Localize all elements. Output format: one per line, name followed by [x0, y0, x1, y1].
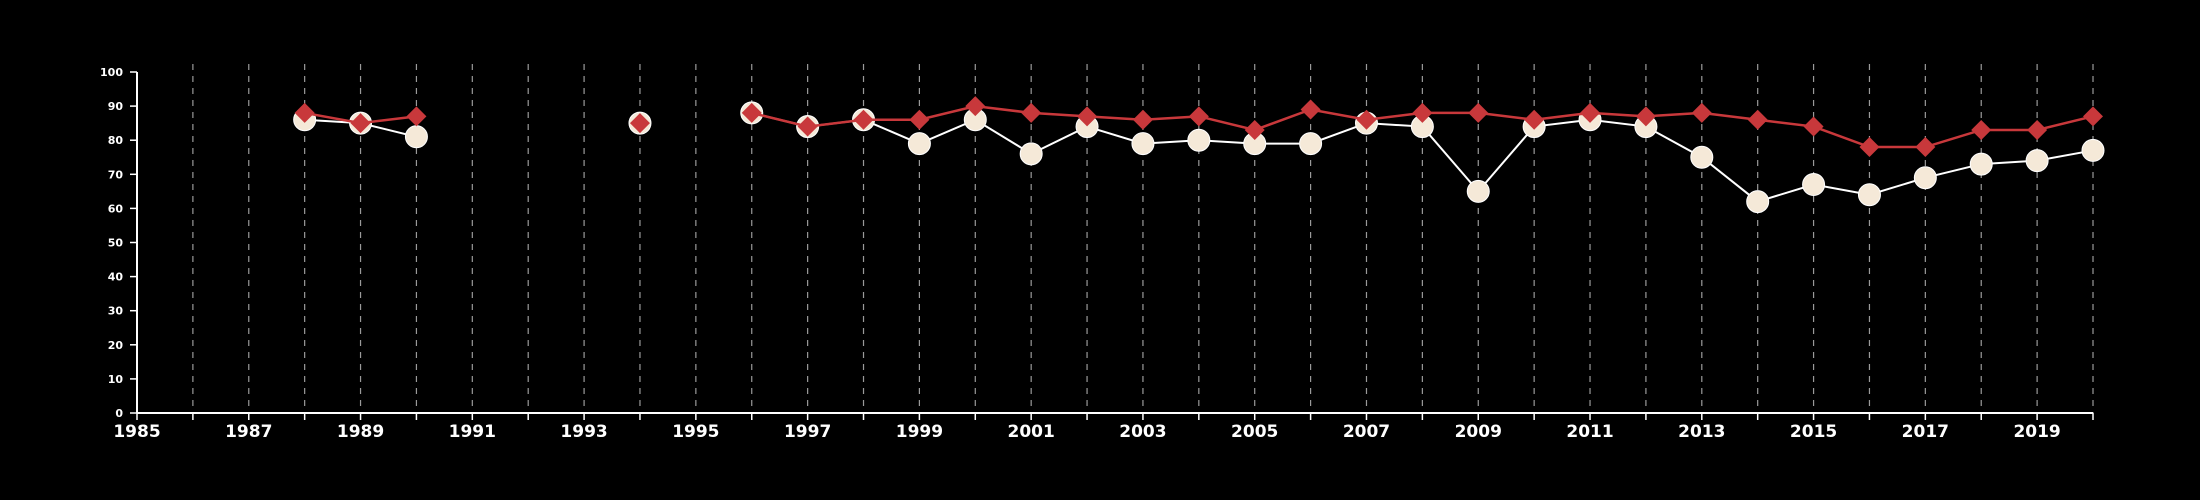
series-b-group [294, 96, 2103, 158]
series-a-point-2004 [1187, 128, 1211, 152]
series-a-point-2014 [1746, 190, 1770, 214]
x-tick-label: 2019 [2013, 422, 2060, 442]
x-tick-label: 2013 [1678, 422, 1725, 442]
x-tick-label: 1993 [560, 422, 607, 442]
series-b-point-2016 [1859, 137, 1880, 158]
series-b-point-2013 [1691, 102, 1712, 123]
series-b-point-1994 [629, 113, 650, 134]
series-a-point-2006 [1299, 132, 1323, 156]
x-tick-label: 2003 [1119, 422, 1166, 442]
series-b-point-2017 [1915, 137, 1936, 158]
series-b-point-1997 [797, 116, 818, 137]
x-tick-label: 2001 [1008, 422, 1055, 442]
x-tick-label: 1999 [896, 422, 943, 442]
y-tick-label: 40 [108, 271, 124, 284]
series-b-point-2020 [2083, 106, 2103, 127]
x-tick-label: 1985 [113, 422, 160, 442]
series-b-point-2019 [2027, 119, 2048, 140]
x-tick-label: 1991 [449, 422, 496, 442]
series-a-point-2015 [1802, 173, 1826, 197]
y-tick-label: 50 [108, 237, 124, 250]
series-b-point-1990 [406, 106, 427, 127]
series-b-point-2012 [1635, 106, 1656, 127]
series-a-point-1999 [907, 132, 931, 156]
x-tick-label: 2015 [1790, 422, 1837, 442]
series-b-point-1999 [909, 109, 930, 130]
series-a-group [293, 101, 2105, 214]
series-b-point-2009 [1468, 102, 1489, 123]
y-tick-label: 100 [100, 66, 123, 79]
series-b-point-2007 [1356, 109, 1377, 130]
x-tick-label: 2011 [1566, 422, 1613, 442]
series-a-point-2009 [1466, 179, 1490, 203]
x-tick-label: 2005 [1231, 422, 1278, 442]
series-group [293, 96, 2105, 214]
x-tick-label: 1987 [225, 422, 272, 442]
series-b-point-2018 [1971, 119, 1992, 140]
series-a-point-2018 [1969, 152, 1993, 176]
y-tick-label: 70 [108, 168, 124, 181]
x-tick-label: 2009 [1455, 422, 1502, 442]
y-tick-label: 10 [108, 373, 124, 386]
series-b-point-2011 [1580, 102, 1601, 123]
series-a-point-2020 [2081, 138, 2105, 162]
x-tick-label: 1995 [672, 422, 719, 442]
x-tick-label: 1989 [337, 422, 384, 442]
series-b-point-2015 [1803, 116, 1824, 137]
series-b-point-2006 [1300, 99, 1321, 120]
x-tick-label: 1997 [784, 422, 831, 442]
series-b-point-1996 [741, 102, 762, 123]
series-b-point-2001 [1021, 102, 1042, 123]
grid-lines [192, 64, 2094, 413]
series-b-point-2014 [1747, 109, 1768, 130]
series-a-point-2019 [2025, 149, 2049, 173]
series-b-point-2003 [1132, 109, 1153, 130]
series-a-point-2016 [1857, 183, 1881, 207]
series-b-point-2008 [1412, 102, 1433, 123]
axes: 0 10 20 30 40 50 60 70 80 90 100 1985 1987 1989 1991 19… [100, 66, 2094, 442]
series-a-point-1990 [404, 125, 428, 149]
y-tick-label: 0 [115, 407, 123, 420]
series-b-point-1988 [294, 102, 315, 123]
y-tick-label: 20 [108, 339, 124, 352]
y-tick-label: 80 [108, 134, 124, 147]
y-tick-label: 30 [108, 305, 124, 318]
x-tick-label: 2017 [1902, 422, 1949, 442]
series-b-point-2004 [1188, 106, 1209, 127]
y-tick-label: 60 [108, 202, 124, 215]
y-tick-label: 90 [108, 100, 124, 113]
series-b-point-2002 [1077, 106, 1098, 127]
series-a-point-2003 [1131, 132, 1155, 156]
series-a-point-2001 [1019, 142, 1043, 166]
series-b-point-1989 [350, 113, 371, 134]
series-b-point-2010 [1524, 109, 1545, 130]
series-b-point-2000 [965, 96, 986, 117]
series-a-point-2013 [1690, 145, 1714, 169]
series-b-point-1998 [853, 109, 874, 130]
series-b-point-2005 [1244, 119, 1265, 140]
x-tick-label: 2007 [1343, 422, 1390, 442]
series-a-point-2017 [1913, 166, 1937, 190]
